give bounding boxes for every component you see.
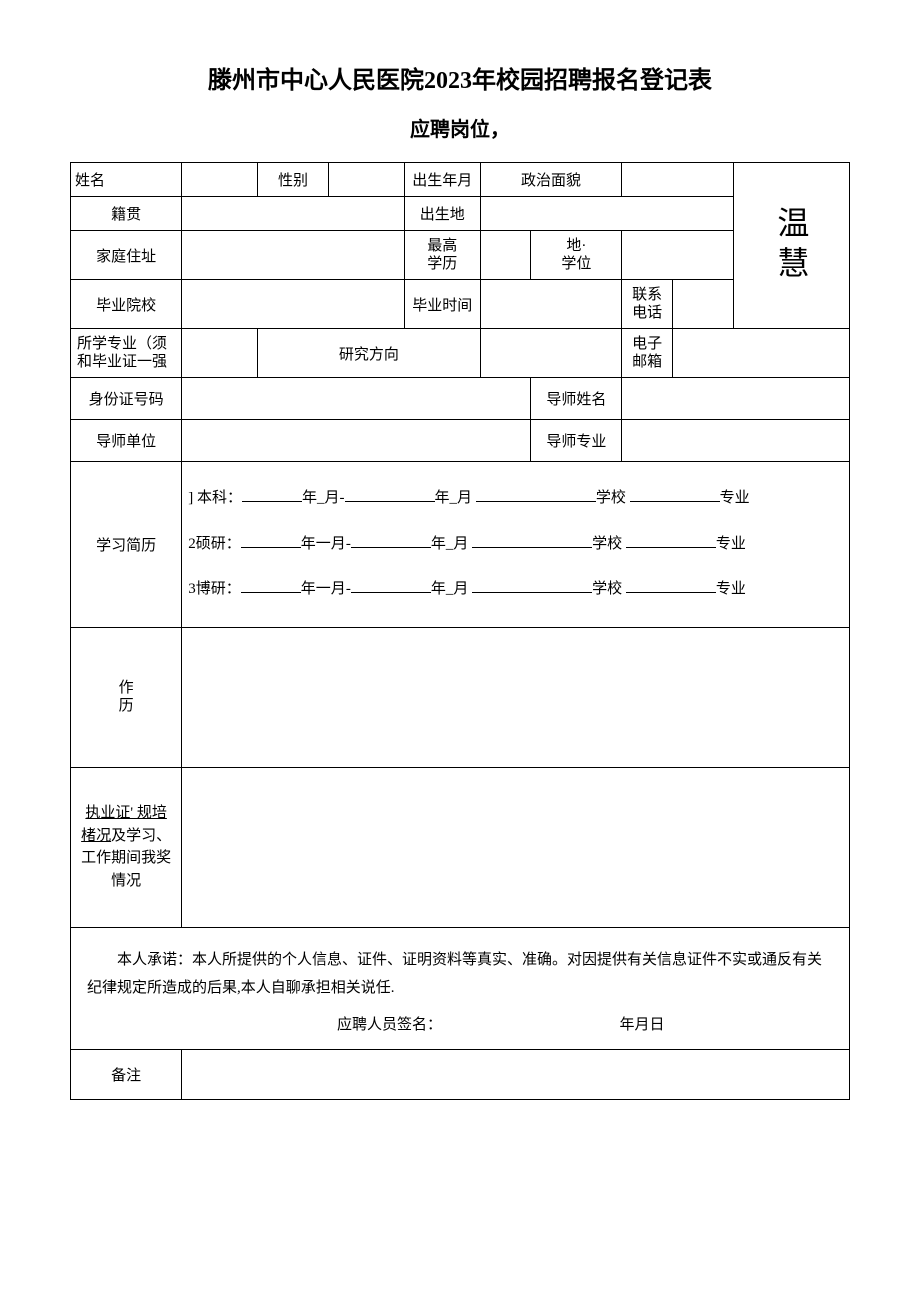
value-work-history — [182, 627, 850, 767]
value-tutor-unit — [182, 420, 531, 462]
value-degree — [622, 231, 733, 280]
value-contact — [672, 280, 733, 329]
label-tutor-unit: 导师单位 — [71, 420, 182, 462]
label-remarks: 备注 — [71, 1050, 182, 1100]
value-tutor-major — [622, 420, 850, 462]
label-tutor-name: 导师姓名 — [531, 378, 622, 420]
label-home-address: 家庭住址 — [71, 231, 182, 280]
value-tutor-name — [622, 378, 850, 420]
value-grad-time — [480, 280, 622, 329]
registration-form: 姓名 性别 出生年月 政治面貌 温慧 籍贯 出生地 家庭住址 最高学历 地·学位… — [70, 162, 850, 1100]
label-study-history: 学习简历 — [71, 462, 182, 628]
page-subtitle: 应聘岗位， — [70, 113, 850, 142]
label-birth-place: 出生地 — [404, 197, 480, 231]
label-gender: 性别 — [258, 163, 329, 197]
value-remarks — [182, 1050, 850, 1100]
label-native-place: 籍贯 — [71, 197, 182, 231]
label-work-history: 作历 — [71, 627, 182, 767]
value-highest-edu — [480, 231, 531, 280]
promise-section: 本人承诺：本人所提供的个人信息、证件、证明资料等真实、准确。对因提供有关信息证件… — [71, 927, 850, 1050]
page-title: 滕州市中心人民医院2023年校园招聘报名登记表 — [70, 60, 850, 95]
value-native-place — [182, 197, 405, 231]
label-certificate: 执业证' 规培 楮况及学习、 工作期间我奖 情况 — [71, 767, 182, 927]
label-tutor-major: 导师专业 — [531, 420, 622, 462]
label-birth-ym: 出生年月 — [404, 163, 480, 197]
label-grad-time: 毕业时间 — [404, 280, 480, 329]
label-highest-edu: 最高学历 — [404, 231, 480, 280]
label-research-dir: 研究方向 — [258, 329, 481, 378]
value-email — [672, 329, 849, 378]
photo-placeholder: 温慧 — [733, 163, 849, 329]
label-major: 所学专业（须和毕业证一强 — [71, 329, 182, 378]
label-grad-school: 毕业院校 — [71, 280, 182, 329]
label-name: 姓名 — [71, 163, 182, 197]
label-email: 电子邮箱 — [622, 329, 673, 378]
value-study-history: ] 本科：年_月-年_月 学校 专业 2硕研：年一月-年_月 学校 专业 3博研… — [182, 462, 850, 628]
value-birth-place — [480, 197, 733, 231]
value-certificate — [182, 767, 850, 927]
value-name — [182, 163, 258, 197]
value-research-dir — [480, 329, 622, 378]
label-political: 政治面貌 — [480, 163, 622, 197]
value-grad-school — [182, 280, 405, 329]
value-home-address — [182, 231, 405, 280]
label-degree: 地·学位 — [531, 231, 622, 280]
label-contact: 联系电话 — [622, 280, 673, 329]
value-gender — [328, 163, 404, 197]
value-political — [622, 163, 733, 197]
value-major — [182, 329, 258, 378]
value-id-number — [182, 378, 531, 420]
label-id-number: 身份证号码 — [71, 378, 182, 420]
